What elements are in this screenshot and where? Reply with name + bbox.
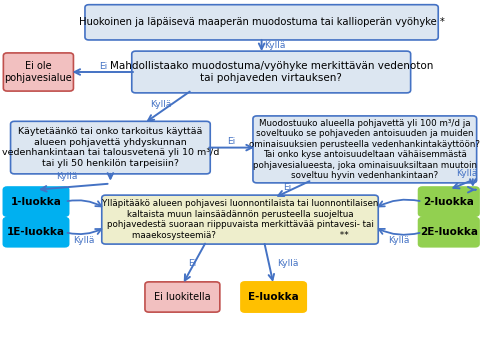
- Text: Ei: Ei: [99, 62, 108, 71]
- Text: Ei: Ei: [283, 183, 291, 192]
- Text: Mahdollistaako muodostuma/vyöhyke merkittävän vedenoton
tai pohjaveden virtaukse: Mahdollistaako muodostuma/vyöhyke merkit…: [109, 61, 433, 83]
- Text: 1E-luokka: 1E-luokka: [7, 227, 65, 237]
- Text: Ylläpitääkö alueen pohjavesi luonnontilaista tai luonnontilaisen
kaltaista muun : Ylläpitääkö alueen pohjavesi luonnontila…: [102, 199, 378, 240]
- Text: E-luokka: E-luokka: [248, 292, 299, 302]
- FancyBboxPatch shape: [3, 53, 73, 91]
- Text: Kyllä: Kyllä: [150, 100, 171, 109]
- Text: 2-luokka: 2-luokka: [423, 197, 474, 207]
- Text: Huokoinen ja läpäisevä maaperän muodostuma tai kallioperän vyöhyke *: Huokoinen ja läpäisevä maaperän muodostu…: [79, 17, 444, 27]
- FancyBboxPatch shape: [3, 217, 69, 247]
- FancyBboxPatch shape: [241, 282, 306, 312]
- Text: Kyllä: Kyllä: [277, 259, 299, 268]
- Text: Käytetäänkö tai onko tarkoitus käyttää
alueen pohjavettä yhdyskunnan
vedenhankin: Käytetäänkö tai onko tarkoitus käyttää a…: [2, 127, 219, 168]
- Text: Ei ole
pohjavesialue: Ei ole pohjavesialue: [4, 61, 72, 83]
- Text: 1-luokka: 1-luokka: [11, 197, 61, 207]
- FancyBboxPatch shape: [3, 187, 69, 216]
- FancyBboxPatch shape: [419, 187, 479, 216]
- Text: Muodostuuko alueella pohjavettä yli 100 m³/d ja
soveltuuko se pohjaveden antoisu: Muodostuuko alueella pohjavettä yli 100 …: [249, 119, 480, 180]
- FancyBboxPatch shape: [102, 195, 378, 244]
- FancyBboxPatch shape: [85, 5, 438, 40]
- FancyBboxPatch shape: [132, 51, 410, 93]
- FancyBboxPatch shape: [253, 116, 477, 183]
- FancyBboxPatch shape: [11, 121, 210, 174]
- FancyBboxPatch shape: [145, 282, 220, 312]
- Text: Kyllä: Kyllä: [456, 169, 477, 178]
- Text: Kyllä: Kyllä: [57, 172, 78, 181]
- Text: Kyllä: Kyllä: [388, 236, 409, 245]
- Text: Ei: Ei: [227, 137, 236, 146]
- Text: Ei: Ei: [188, 259, 196, 268]
- Text: Kyllä: Kyllä: [264, 40, 285, 49]
- Text: 2E-luokka: 2E-luokka: [420, 227, 478, 237]
- Text: Ei luokitella: Ei luokitella: [154, 292, 211, 302]
- Text: Kyllä: Kyllä: [73, 236, 95, 245]
- FancyBboxPatch shape: [419, 217, 479, 247]
